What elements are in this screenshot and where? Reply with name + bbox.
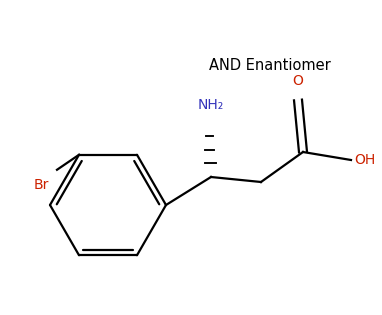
Text: NH₂: NH₂ [198, 98, 224, 112]
Text: AND Enantiomer: AND Enantiomer [209, 58, 331, 72]
Text: O: O [293, 74, 303, 88]
Text: Br: Br [33, 178, 49, 192]
Text: OH: OH [354, 153, 376, 167]
